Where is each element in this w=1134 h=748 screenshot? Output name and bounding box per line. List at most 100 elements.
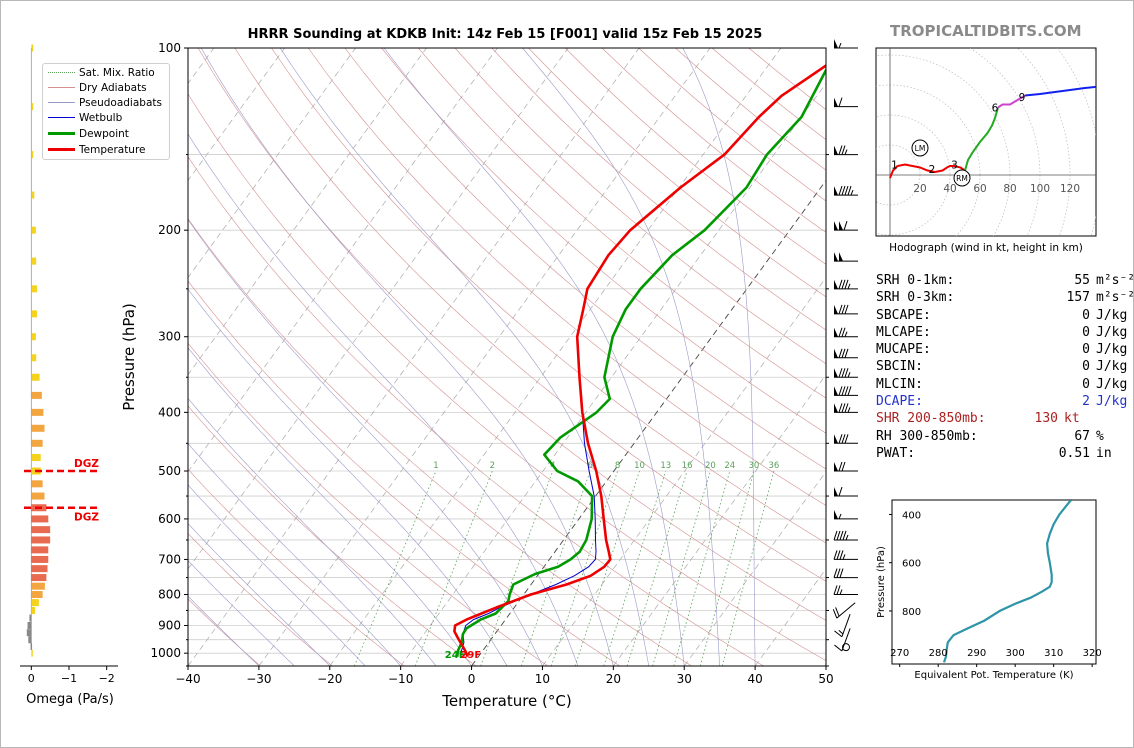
mix-ratio-label: 36 <box>768 461 779 471</box>
mix-ratio-line <box>699 470 755 666</box>
dewpoint-line <box>455 67 826 657</box>
theta-e-y-axis-label: Pressure (hPa) <box>876 546 887 618</box>
temperature-line <box>453 63 826 658</box>
stat-srh-0-3km: SRH 0-3km: 157 m²s⁻² <box>876 290 1134 306</box>
legend-label: Sat. Mix. Ratio <box>79 67 155 79</box>
pseudoadiabat <box>200 48 614 666</box>
pseudoadiabat <box>682 48 756 666</box>
wind-barb <box>834 486 858 497</box>
barb-flag <box>834 403 838 413</box>
omega-bar <box>31 226 36 234</box>
barb-flag <box>834 487 838 497</box>
barb-half <box>844 149 848 155</box>
legend-label: Temperature <box>79 144 146 156</box>
hodograph-height-label: 6 <box>992 103 999 115</box>
barb-full <box>839 530 844 541</box>
stat-pwat: PWAT: 0.51 in <box>876 445 1112 461</box>
barb-full <box>833 530 838 541</box>
hodograph-rm-marker <box>953 169 971 187</box>
x-tick-label: 20 <box>606 672 621 686</box>
barb-full <box>841 386 846 396</box>
mix-ratio-label: 13 <box>660 461 671 471</box>
dry-adiabat <box>307 48 826 506</box>
hodograph-title: Hodograph (wind in kt, height in km) <box>889 242 1083 254</box>
x-tick-label: 10 <box>535 672 550 686</box>
barb-full <box>838 368 843 378</box>
hodograph-height-label: 2 <box>929 164 936 176</box>
stat-sbcin: SBCIN: 0 J/kg <box>876 359 1128 375</box>
mix-ratio-line <box>353 470 437 666</box>
mix-ratio-label: 24 <box>724 461 735 471</box>
barb-full <box>838 185 843 196</box>
theta-e-y-tick-label: 800 <box>902 607 921 618</box>
barb-full <box>841 145 846 155</box>
pseudoadiabat <box>188 219 543 666</box>
surface-dewpoint-label: 24F <box>445 650 466 661</box>
legend-item-wetbulb: Wetbulb <box>43 110 169 126</box>
mix-ratio-label: 1 <box>433 461 438 471</box>
p-tick-label: 900 <box>158 618 181 632</box>
p-tick-label: 600 <box>158 512 181 526</box>
dry-adiabat <box>188 533 333 666</box>
barb-full <box>841 368 846 378</box>
barb-flag <box>834 97 838 107</box>
x-tick-label: −30 <box>246 672 271 686</box>
wind-barb <box>834 97 858 108</box>
stat-mlcin: MLCIN: 0 J/kg <box>876 376 1128 392</box>
pseudoadiabat <box>188 560 295 666</box>
hodograph-tick-label: 60 <box>973 183 986 195</box>
pseudoadiabat <box>188 523 331 666</box>
wind-barb <box>834 252 858 262</box>
x-tick-label: 40 <box>747 672 762 686</box>
barb-shaft <box>836 602 856 619</box>
hodograph-tick-label: 80 <box>1003 183 1016 195</box>
mix-ratio-line <box>626 470 688 666</box>
omega-bar <box>30 643 33 651</box>
theta-e-frame <box>891 499 1097 665</box>
theta-e-y-tick-label: 600 <box>902 559 921 570</box>
wind-barb <box>834 327 858 338</box>
pseudoadiabat <box>522 48 720 666</box>
barb-full <box>838 461 843 472</box>
wind-barb <box>834 509 858 520</box>
omega-bar <box>31 191 35 199</box>
wind-barb <box>834 614 851 638</box>
omega-bar <box>31 424 45 432</box>
barb-half <box>844 331 848 337</box>
theta-e-x-tick-label: 320 <box>1083 648 1102 659</box>
stat-rh: RH 300-850mb: 67% <box>876 428 1104 444</box>
barb-flag <box>834 327 838 337</box>
legend-label: Pseudoadiabats <box>79 97 162 109</box>
barb-full <box>844 368 849 378</box>
barb-full <box>844 386 849 396</box>
barb-flag <box>834 221 838 231</box>
p-tick-label: 400 <box>158 405 181 419</box>
barb-half <box>838 513 842 520</box>
isotherm-line <box>188 48 569 570</box>
pseudoadiabat <box>188 595 260 666</box>
barb-full <box>838 348 843 358</box>
omega-bar <box>31 454 41 462</box>
stat-mlcape: MLCAPE: 0 J/kg <box>876 324 1128 340</box>
barb-half <box>838 42 842 49</box>
omega-bar <box>31 285 37 293</box>
p-tick-label: 300 <box>158 330 181 344</box>
barb-full <box>839 568 844 578</box>
theta-e-x-tick-label: 280 <box>929 648 948 659</box>
barb-flag <box>839 221 843 231</box>
x-tick-label: 50 <box>818 672 833 686</box>
mix-ratio-line <box>673 470 731 666</box>
isotherm-line <box>329 48 782 666</box>
barb-flag <box>834 386 838 396</box>
omega-tick-label: −1 <box>61 672 77 685</box>
omega-bar <box>31 151 34 159</box>
wind-barb <box>834 221 858 231</box>
pseudoadiabat <box>188 288 508 666</box>
barb-half <box>845 534 849 541</box>
dgz-label: DGZ <box>74 458 99 470</box>
stat-sbcape: SBCAPE: 0 J/kg <box>876 307 1128 323</box>
dry-adiabat <box>454 48 826 365</box>
barb-full <box>842 530 847 541</box>
barb-shaft <box>841 628 851 652</box>
